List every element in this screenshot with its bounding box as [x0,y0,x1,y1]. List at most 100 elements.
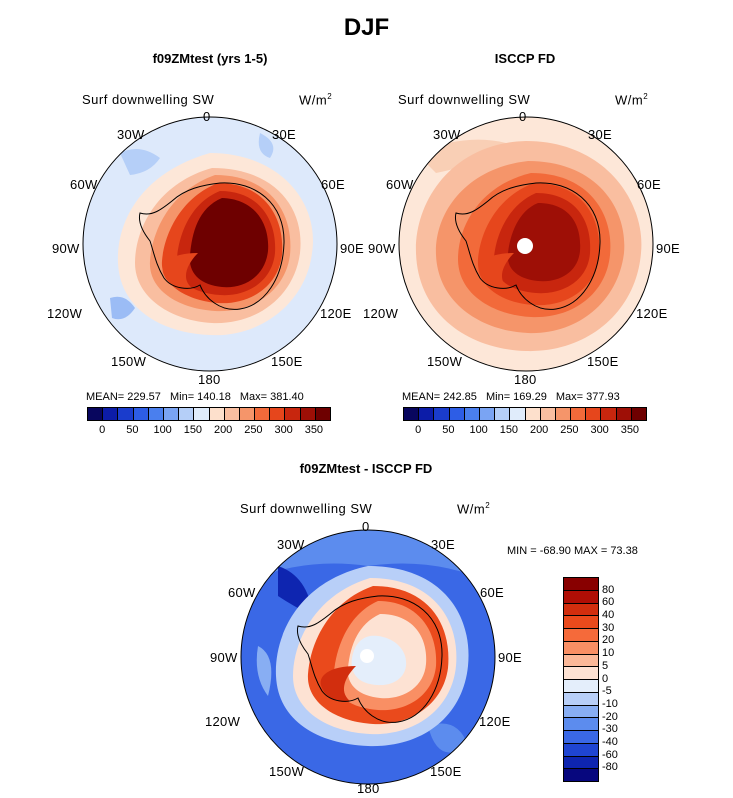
colorbar-swatch [300,408,316,420]
colorbar-tick-label: 80 [602,583,615,596]
colorbar-swatch [564,590,598,604]
colorbar-swatch [133,408,149,420]
colorbar-swatch [239,408,256,420]
panel-3-lon-label-90w: 90W [210,650,238,665]
colorbar-tick-label: 0 [99,424,106,436]
panel-2-lon-label-60w: 60W [386,177,414,192]
panel-2-lon-label-0: 0 [519,109,527,124]
colorbar-tick-label: 40 [602,609,615,622]
panel-1-variable-label: Surf downwelling SW [82,92,215,107]
colorbar-tick-label: -80 [602,761,618,774]
panel-1-lon-label-120w: 120W [47,306,83,321]
colorbar-swatch [479,408,496,420]
colorbar-swatch [564,731,598,744]
panel-3-colorbar [563,577,599,782]
colorbar-swatch [564,629,598,642]
colorbar-swatch [434,408,450,420]
panel-3-lon-label-30w: 30W [277,537,305,552]
panel-2-stats: MEAN= 242.85 Min= 169.29 Max= 377.93 [402,391,626,403]
colorbar-swatch [564,743,598,757]
colorbar-tick-label: 250 [244,424,263,436]
colorbar-swatch [564,578,598,591]
panel-2-lon-label-150w: 150W [427,354,463,369]
colorbar-tick-label: 30 [602,621,615,634]
panel-1-lon-label-120e: 120E [320,306,352,321]
colorbar-swatch [564,667,598,680]
colorbar-swatch [209,408,225,420]
page-title: DJF [343,14,390,41]
panel-3-lon-label-60w: 60W [228,585,256,600]
colorbar-swatch [224,408,240,420]
panel-2-lon-label-120e: 120E [636,306,668,321]
panel-2-title: ISCCP FD [494,51,556,66]
colorbar-tick-label: 0 [602,672,609,685]
colorbar-swatch [270,408,286,420]
colorbar-swatch [510,408,526,420]
colorbar-swatch [564,756,598,770]
colorbar-tick-label: -20 [602,710,618,723]
colorbar-swatch [601,408,617,420]
panel-1-lon-label-90e: 90E [340,241,365,256]
colorbar-tick-label: 200 [529,424,549,436]
colorbar-tick-label: -10 [602,697,618,710]
panel-3-lon-label-150e: 150E [430,764,462,779]
colorbar-tick-label: 60 [602,596,615,609]
colorbar-swatch [419,408,435,420]
panel-1-stats: MEAN= 229.57 Min= 140.18 Max= 381.40 [86,391,310,403]
panel-2-lon-label-30w: 30W [433,127,461,142]
colorbar-swatch [464,408,480,420]
colorbar-swatch [103,408,119,420]
colorbar-swatch [564,769,598,781]
colorbar-tick-label: -40 [602,735,618,748]
colorbar-tick-label: -30 [602,723,618,736]
colorbar-tick-label: 150 [499,424,519,436]
colorbar-tick-label: -5 [602,685,612,698]
colorbar-tick-label: 150 [183,424,203,436]
panel-3-lon-label-120w: 120W [205,714,241,729]
colorbar-tick-label: -60 [602,748,618,761]
panel-2-lon-label-60e: 60E [637,177,662,192]
panel-2-polar-map [398,116,654,372]
colorbar-tick-label: 0 [415,424,422,436]
colorbar-swatch [315,408,330,420]
colorbar-swatch [285,408,301,420]
panel-1-lon-label-30w: 30W [117,127,145,142]
colorbar-tick-label: 300 [590,424,609,436]
panel-2-units: W/m2 [615,92,649,108]
panel-3-units: W/m2 [457,501,491,517]
panel-3-lon-label-0: 0 [362,519,370,534]
panel-3-lon-label-90e: 90E [498,650,523,665]
colorbar-tick-label: 50 [442,424,455,436]
colorbar-swatch [495,408,511,420]
colorbar-swatch [571,408,587,420]
colorbar-tick-label: 350 [620,424,640,436]
colorbar-swatch [255,408,271,420]
panel-1-max: Max= 381.40 [239,391,304,403]
colorbar-tick-label: 350 [304,424,324,436]
panel-2-lon-label-90e: 90E [656,241,681,256]
colorbar-tick-label: 50 [126,424,139,436]
colorbar-swatch [179,408,195,420]
panel-2-lon-label-180: 180 [514,372,537,387]
panel-1-units: W/m2 [299,92,333,108]
panel-1-mean: MEAN= 229.57 [86,391,161,403]
panel-2-min: Min= 169.29 [485,391,547,403]
panel-3-polar-map [240,529,496,785]
panel-1-lon-label-60e: 60E [321,177,346,192]
colorbar-swatch [564,641,598,655]
colorbar-swatch [118,408,134,420]
colorbar-tick-label: 100 [153,424,172,436]
colorbar-swatch [564,705,598,719]
panel-2-lon-label-30e: 30E [588,127,613,142]
colorbar-swatch [194,408,210,420]
panel-2-lon-label-90w: 90W [368,241,396,256]
panel-1-title: f09ZMtest (yrs 1-5) [152,51,268,66]
colorbar-swatch [163,408,180,420]
colorbar-swatch [631,408,646,420]
colorbar-swatch [148,408,164,420]
colorbar-tick-label: 10 [602,647,615,660]
colorbar-tick-label: 20 [602,634,615,647]
panel-1-min: Min= 140.18 [169,391,231,403]
colorbar-swatch [449,408,465,420]
panel-2-max: Max= 377.93 [555,391,620,403]
